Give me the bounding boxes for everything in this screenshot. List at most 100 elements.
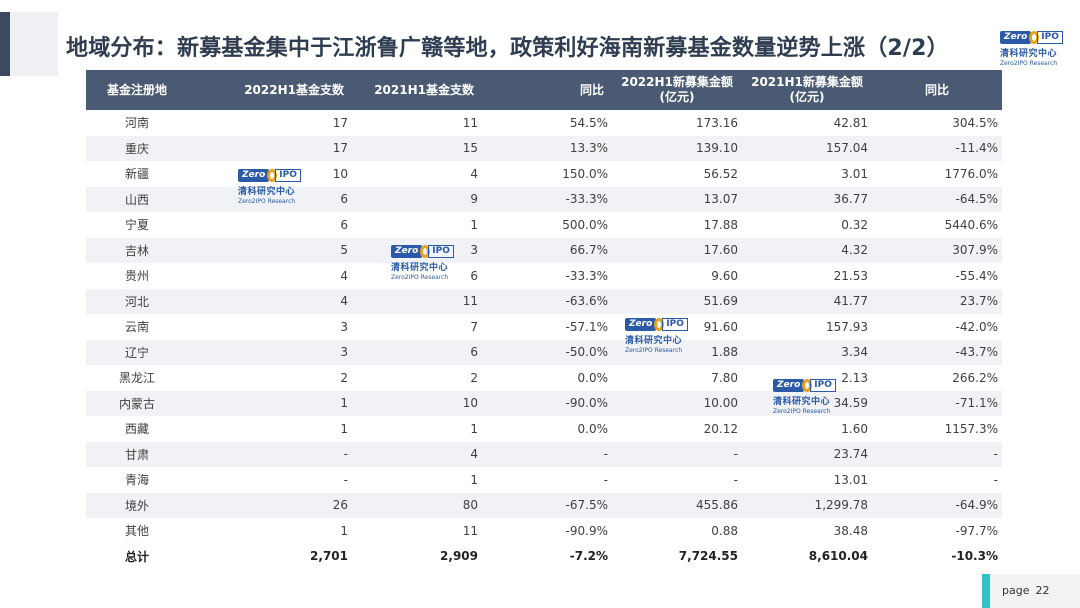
value-cell: 1776.0% — [944, 166, 998, 181]
value-cell: 455.86 — [612, 492, 742, 518]
region-cell: 总计 — [86, 543, 188, 569]
value-cell: 10.00 — [612, 390, 742, 416]
table-row: 吉林 5 3 66.7% 17.60 4.32 307.9% — [86, 237, 1002, 263]
region-cell: 西藏 — [124, 422, 149, 437]
table-row: 黑龙江 2 2 0.0% 7.80 2.13 266.2% — [86, 365, 1002, 391]
logo-mark-right: IPO — [1037, 30, 1063, 44]
value-cell: -50.0% — [482, 339, 612, 365]
logo-mark-right: IPO — [662, 317, 688, 331]
value-cell: - — [733, 472, 738, 487]
value-cell: - — [993, 472, 998, 487]
page-number-box — [990, 574, 1080, 608]
value-cell: 7,724.55 — [612, 543, 742, 569]
value-cell: -33.3% — [482, 186, 612, 212]
value-cell: 13.07 — [612, 186, 742, 212]
page-number-value: 22 — [1035, 584, 1050, 597]
table-row: 甘肃 -4- -23.74- — [86, 441, 1002, 467]
value-cell: 266.2% — [952, 370, 998, 385]
logo-cn-text: 清科研究中心 — [1000, 49, 1058, 59]
value-cell: 2 — [470, 370, 478, 385]
value-cell: - — [612, 441, 742, 467]
logo-en-text: Zero2IPO Research — [773, 408, 831, 415]
logo-en-text: Zero2IPO Research — [625, 347, 683, 354]
value-cell: - — [188, 441, 352, 467]
region-cell: 宁夏 — [124, 218, 149, 233]
value-cell: 9.60 — [711, 268, 738, 283]
value-cell: - — [872, 441, 1002, 467]
page-accent-bar — [982, 574, 990, 608]
table-row: 其他 1 11 -90.9% 0.88 38.48 -97.7% — [86, 518, 1002, 544]
value-cell: 4.32 — [742, 237, 872, 263]
table-row: 贵州 4 6 -33.3% 9.60 21.53 -55.4% — [86, 263, 1002, 289]
table-row: 境外 26 80 -67.5% 455.86 1,299.78 -64.9% — [86, 492, 1002, 518]
value-cell: 0.32 — [841, 217, 868, 232]
page-label: page — [1002, 584, 1030, 597]
value-cell: 34.59 — [742, 390, 872, 416]
value-cell: 6 — [470, 268, 478, 283]
value-cell: 157.04 — [742, 135, 872, 161]
value-cell: 80 — [352, 492, 482, 518]
value-cell: 17.88 — [703, 217, 738, 232]
table-body: 河南 17 11 54.5% 173.16 42.81 304.5% 重庆 17 15 13.3% 1… — [86, 110, 1002, 569]
logo-mark: Zero IPO — [1000, 30, 1063, 44]
value-cell: 3.01 — [841, 166, 868, 181]
logo-cn-text: 清科研究中心 — [238, 187, 296, 197]
region-cell: 河南 — [124, 116, 149, 131]
region-cell: 其他 — [124, 524, 149, 539]
logo-mark-left: Zero — [391, 244, 423, 258]
value-cell: - — [603, 472, 608, 487]
table-row: 西藏 1 1 0.0% 20.12 1.60 1157.3% — [86, 416, 1002, 442]
region-cell: 山西 — [86, 186, 188, 212]
value-cell: 307.9% — [872, 237, 1002, 263]
table-row: 重庆 17 15 13.3% 139.10 157.04 -11.4% — [86, 135, 1002, 161]
value-cell: 1157.3% — [944, 421, 998, 436]
value-cell: 1.60 — [841, 421, 868, 436]
value-cell: - — [343, 472, 348, 487]
column-header: 2022H1新募集金额 (亿元) — [612, 70, 742, 110]
table-row: 河北 4 11 -63.6% 51.69 41.77 23.7% — [86, 288, 1002, 314]
value-cell: 157.93 — [826, 319, 868, 334]
watermark-logo: Zero IPO 清科研究中心 Zero2IPO Research — [625, 317, 688, 354]
logo-mark-left: Zero — [238, 168, 270, 182]
value-cell: 1 — [188, 390, 352, 416]
value-cell: 1 — [470, 217, 478, 232]
value-cell: -10.3% — [872, 543, 1002, 569]
logo-cn-text: 清科研究中心 — [391, 263, 449, 273]
title-accent-bar — [0, 12, 10, 76]
value-cell: 41.77 — [742, 288, 872, 314]
value-cell: 11 — [462, 523, 478, 538]
value-cell: -43.7% — [872, 339, 1002, 365]
column-header: 2022H1基金支数 — [188, 70, 352, 110]
column-header: 基金注册地 — [86, 70, 188, 110]
value-cell: 13.3% — [482, 135, 612, 161]
watermark-logo: Zero IPO 清科研究中心 Zero2IPO Research — [238, 168, 301, 205]
value-cell: 21.53 — [833, 268, 868, 283]
value-cell: 6 — [352, 339, 482, 365]
value-cell: 1 — [470, 472, 478, 487]
value-cell: -97.7% — [955, 523, 998, 538]
value-cell: 11 — [462, 115, 478, 130]
value-cell: 4 — [352, 441, 482, 467]
value-cell: 17.60 — [612, 237, 742, 263]
value-cell: 23.7% — [872, 288, 1002, 314]
column-header: 同比 — [872, 70, 1002, 110]
value-cell: -42.0% — [955, 319, 998, 334]
column-header: 同比 — [482, 70, 612, 110]
value-cell: 7.80 — [711, 370, 738, 385]
table-row: 内蒙古 1 10 -90.0% 10.00 34.59 -71.1% — [86, 390, 1002, 416]
title-accent-block — [10, 12, 58, 76]
value-cell: 150.0% — [562, 166, 608, 181]
logo-mark-left: Zero — [625, 317, 657, 331]
table-row: 河南 17 11 54.5% 173.16 42.81 304.5% — [86, 110, 1002, 136]
table-row: 青海 - 1 - - 13.01 - — [86, 467, 1002, 493]
value-cell: 0.0% — [577, 421, 609, 436]
logo-mark: Zero IPO — [391, 244, 454, 258]
value-cell: 5440.6% — [944, 217, 998, 232]
value-cell: 26 — [188, 492, 352, 518]
value-cell: 1 — [340, 523, 348, 538]
logo-mark-right: IPO — [275, 168, 301, 182]
value-cell: 3 — [340, 319, 348, 334]
region-cell: 云南 — [124, 320, 149, 335]
region-cell: 辽宁 — [86, 339, 188, 365]
logo-en-text: Zero2IPO Research — [238, 198, 296, 205]
